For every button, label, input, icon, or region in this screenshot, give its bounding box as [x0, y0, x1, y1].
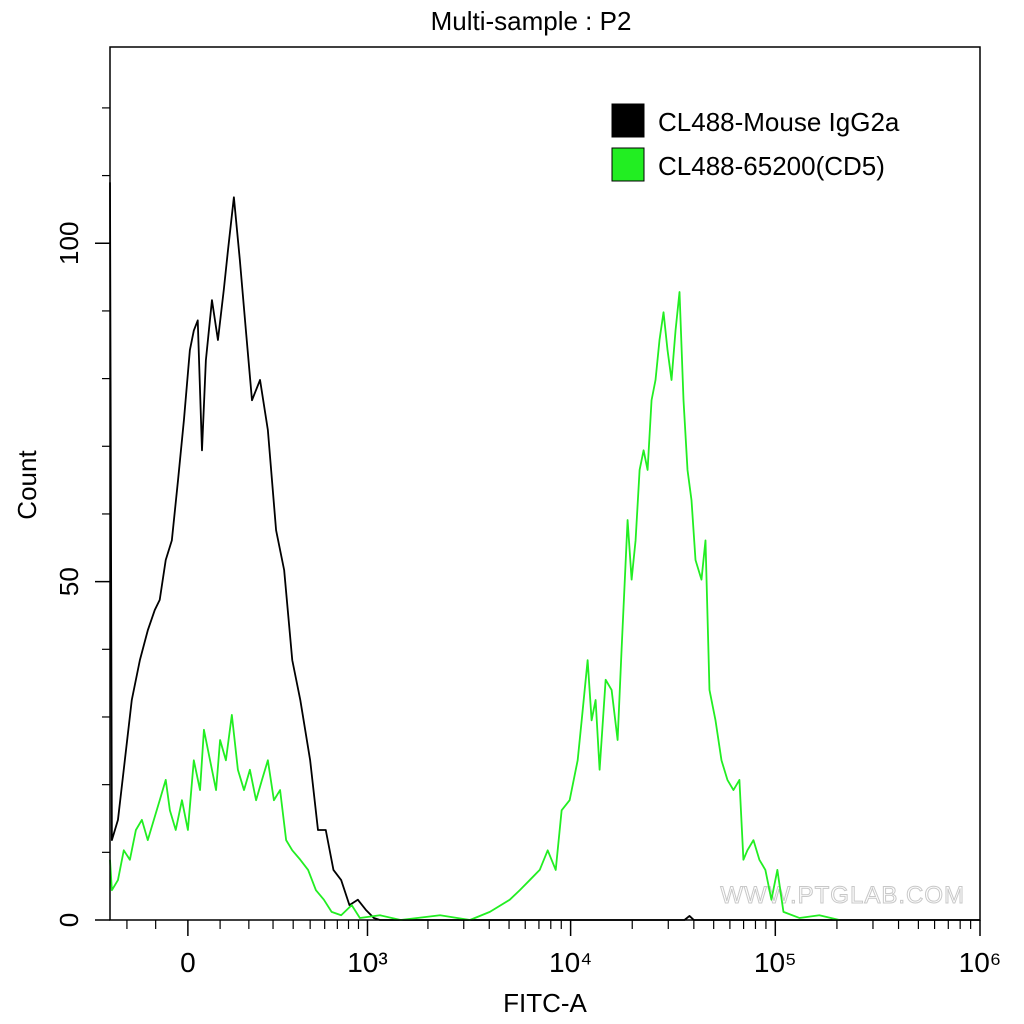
series-line — [109, 291, 840, 921]
legend-label: CL488-65200(CD5) — [658, 151, 885, 181]
x-axis-label: FITC-A — [503, 988, 587, 1018]
watermark: WWW.PTGLAB.COM — [720, 882, 965, 909]
series-line — [109, 182, 980, 921]
y-tick-label: 50 — [54, 567, 84, 596]
y-tick-label: 100 — [54, 222, 84, 265]
x-tick-label: 10⁶ — [959, 947, 1002, 978]
x-tick-label: 0 — [180, 947, 196, 978]
plot-frame — [109, 46, 981, 921]
x-tick-label: 10³ — [347, 947, 387, 978]
legend-swatch — [611, 147, 645, 182]
y-tick-label: 0 — [54, 913, 84, 927]
legend-label: CL488-Mouse IgG2a — [658, 107, 900, 137]
x-tick-label: 10⁴ — [549, 947, 592, 978]
y-axis-label: Count — [12, 450, 42, 520]
chart-title: Multi-sample : P2 — [431, 6, 632, 36]
x-tick-label: 10⁵ — [754, 947, 797, 978]
legend-swatch — [611, 103, 645, 138]
